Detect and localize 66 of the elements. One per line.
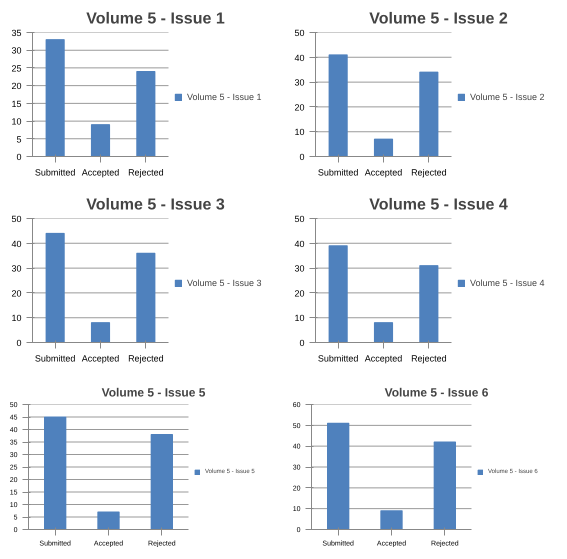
- x-tick-label: Submitted: [34, 168, 76, 178]
- y-tick-label: 0: [16, 338, 22, 348]
- x-tick-label: Accepted: [82, 168, 120, 178]
- y-tick-label: 10: [294, 313, 305, 324]
- bar: [90, 322, 110, 342]
- x-tick-label: Submitted: [318, 354, 358, 364]
- bar: [46, 39, 65, 156]
- y-tick-label: 10: [11, 116, 22, 127]
- bar: [90, 124, 110, 156]
- bar: [97, 512, 120, 530]
- y-tick-label: 50: [294, 214, 305, 224]
- y-tick-label: 0: [16, 152, 22, 162]
- y-tick-label: 10: [11, 313, 22, 324]
- y-tick-label: 0: [299, 338, 305, 348]
- chart-title: Volume 5 - Issue 3: [86, 196, 225, 214]
- y-tick-label: 30: [11, 46, 22, 56]
- bar: [44, 416, 66, 530]
- bar: [328, 54, 348, 156]
- chart-title: Volume 5 - Issue 1: [86, 10, 225, 28]
- x-tick-label: Accepted: [364, 168, 402, 178]
- y-tick-label: 5: [16, 134, 22, 144]
- y-tick-label: 10: [294, 127, 305, 138]
- bar: [328, 245, 348, 342]
- bar: [419, 72, 438, 156]
- x-tick-label: Rejected: [128, 354, 164, 364]
- y-tick-label: 20: [294, 288, 305, 298]
- y-tick-label: 25: [11, 63, 22, 74]
- y-tick-label: 20: [11, 288, 22, 298]
- legend-label: Volume 5 - Issue 4: [470, 278, 545, 288]
- x-tick-label: Accepted: [82, 354, 120, 364]
- bar: [434, 442, 456, 530]
- bar: [374, 138, 394, 156]
- y-tick-label: 15: [11, 98, 22, 109]
- x-tick-label: Rejected: [411, 168, 447, 178]
- legend-label: Volume 5 - Issue 3: [187, 278, 262, 288]
- y-tick-label: 30: [294, 78, 305, 88]
- bar: [136, 252, 156, 342]
- y-tick-label: 40: [294, 52, 305, 63]
- bar: [150, 434, 173, 530]
- y-tick-label: 35: [11, 28, 22, 38]
- y-tick-label: 40: [294, 238, 305, 249]
- x-tick-label: Rejected: [411, 354, 447, 364]
- y-tick-label: 0: [299, 152, 305, 162]
- y-tick-label: 50: [11, 214, 22, 224]
- bar: [136, 70, 156, 156]
- y-tick-label: 30: [294, 264, 305, 274]
- bar: [46, 232, 65, 342]
- legend-label: Volume 5 - Issue 2: [470, 92, 545, 102]
- chart-title: Volume 5 - Issue 5: [102, 386, 206, 400]
- bar: [374, 322, 394, 342]
- bar: [419, 265, 438, 342]
- x-tick-label: Rejected: [128, 168, 164, 178]
- y-tick-label: 20: [294, 102, 305, 112]
- bar: [327, 422, 350, 530]
- x-tick-label: Submitted: [34, 354, 76, 364]
- y-tick-label: 20: [11, 81, 22, 92]
- x-tick-label: Accepted: [364, 354, 402, 364]
- y-tick-label: 40: [11, 238, 22, 249]
- y-tick-label: 50: [294, 28, 305, 38]
- legend-label: Volume 5 - Issue 1: [187, 92, 262, 102]
- y-tick-label: 30: [11, 264, 22, 274]
- chart-title: Volume 5 - Issue 4: [369, 196, 508, 214]
- x-tick-label: Submitted: [318, 168, 358, 178]
- chart-title: Volume 5 - Issue 6: [384, 386, 489, 400]
- bar: [380, 510, 403, 530]
- chart-title: Volume 5 - Issue 2: [369, 10, 508, 28]
